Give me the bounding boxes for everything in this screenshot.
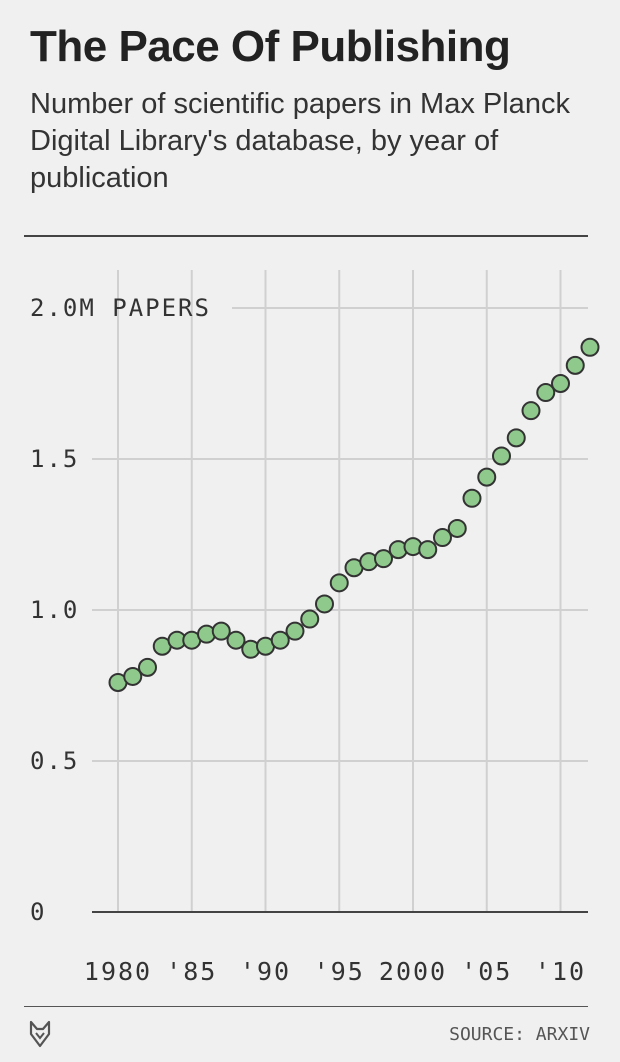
data-point (270, 630, 290, 650)
data-point (580, 337, 600, 357)
data-point (536, 383, 556, 403)
y-tick-label: 0 (30, 898, 46, 926)
data-point (506, 428, 526, 448)
y-tick-label: 0.5 (30, 747, 79, 775)
data-point (138, 657, 157, 677)
data-point (521, 401, 541, 421)
data-point (315, 594, 334, 614)
data-point (477, 467, 497, 487)
data-point (462, 488, 482, 508)
scatter-chart: 0 0.5 1.0 1.5 2.0M PAPERS 1980 '85 '90 '95 2000 '0… (30, 270, 600, 986)
data-point (329, 573, 349, 593)
x-tick-label: '95 (314, 957, 365, 986)
x-tick-label: '10 (535, 957, 586, 986)
data-point (226, 630, 246, 650)
y-tick-label: 2.0M PAPERS (30, 294, 211, 322)
data-point (123, 666, 143, 686)
data-point (374, 549, 393, 569)
data-point (551, 374, 570, 393)
chart-subtitle: Number of scientific papers in Max Planc… (30, 88, 570, 194)
data-point (492, 446, 511, 466)
x-tick-label: 2000 (379, 957, 447, 986)
data-point (565, 355, 585, 375)
y-tick-label: 1.0 (30, 596, 79, 624)
y-tick-label: 1.5 (30, 445, 79, 473)
x-tick-label: '05 (461, 957, 512, 986)
x-tick-label: 1980 (84, 957, 152, 986)
data-point (447, 518, 467, 538)
data-point (285, 621, 305, 641)
data-point (433, 528, 452, 548)
data-point (418, 540, 438, 560)
chart-title: The Pace Of Publishing (30, 22, 511, 71)
footer-divider (24, 1006, 588, 1007)
fox-head-icon (29, 1020, 51, 1048)
header-divider (24, 235, 588, 237)
data-point (211, 621, 231, 641)
x-tick-label: '90 (240, 957, 291, 986)
data-point (300, 609, 320, 629)
source-note: SOURCE: ARXIV (449, 1024, 590, 1045)
x-tick-label: '85 (166, 957, 217, 986)
